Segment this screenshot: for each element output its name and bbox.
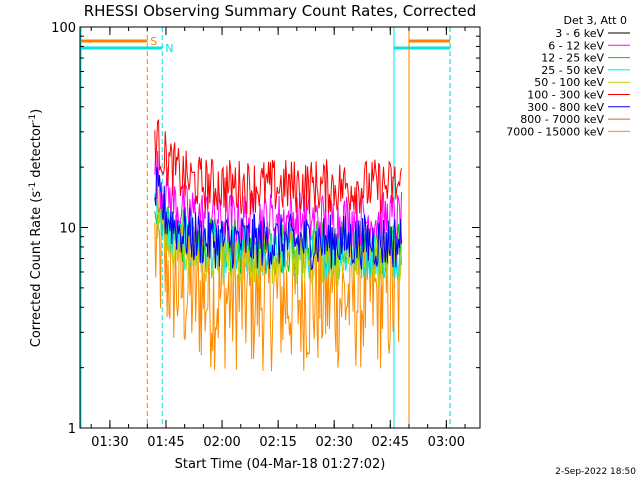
legend-header: Det 3, Att 0 <box>564 14 628 27</box>
x-tick-label: 02:00 <box>203 435 240 450</box>
x-tick-label: 01:30 <box>91 435 128 450</box>
x-tick-label: 01:45 <box>147 435 184 450</box>
series-line-100-300keV <box>154 119 402 215</box>
legend-label: 12 - 25 keV <box>541 52 604 65</box>
x-tick-label: 03:00 <box>428 435 465 450</box>
segment-bars: SN <box>80 35 451 55</box>
legend-label: 25 - 50 keV <box>541 64 604 77</box>
segment-label: S <box>150 35 157 48</box>
x-tick-label: 02:15 <box>259 435 296 450</box>
x-axis-label: Start Time (04-Mar-18 01:27:02) <box>175 457 386 472</box>
series-line-300-800keV <box>154 167 402 271</box>
legend-label: 100 - 300 keV <box>527 89 604 102</box>
segment-bar-night <box>394 46 451 50</box>
segment-label: N <box>165 42 173 55</box>
segment-bar-saa <box>80 39 148 43</box>
legend-label: 6 - 12 keV <box>548 39 604 52</box>
series-layer <box>154 119 402 372</box>
segment-bar-night <box>80 46 163 50</box>
y-tick-label: 1 <box>68 422 76 437</box>
y-axis-label: Corrected Count Rate (s-1 detector-1) <box>28 109 44 347</box>
legend-label: 50 - 100 keV <box>534 76 604 89</box>
series-line-7000-15000keV <box>154 178 402 372</box>
series-line-50-100keV <box>154 202 402 288</box>
x-tick-label: 02:30 <box>315 435 352 450</box>
segment-bar-saa <box>408 39 451 43</box>
x-axis: 01:30 01:45 02:00 02:15 02:30 02:45 03:00 <box>90 27 466 450</box>
y-tick-label: 100 <box>51 21 76 36</box>
date-stamp: 2-Sep-2022 18:50 <box>555 467 636 477</box>
x-tick-label: 02:45 <box>372 435 409 450</box>
y-axis: 1 10 100 <box>51 21 480 437</box>
legend-label: 7000 - 15000 keV <box>506 125 604 138</box>
legend-label: 300 - 800 keV <box>527 101 604 114</box>
y-tick-label: 10 <box>59 222 76 237</box>
legend-label: 3 - 6 keV <box>555 27 604 40</box>
chart-title: RHESSI Observing Summary Count Rates, Co… <box>84 2 477 20</box>
legend-label: 800 - 7000 keV <box>520 113 604 126</box>
